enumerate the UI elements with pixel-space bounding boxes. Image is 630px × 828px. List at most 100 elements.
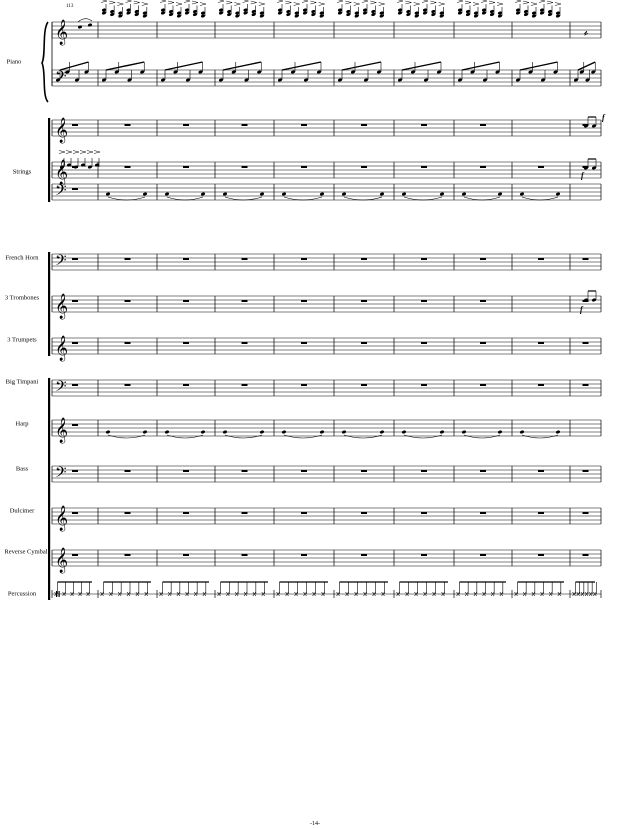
note-head [470, 70, 475, 74]
beam [461, 61, 500, 71]
staff-lines [52, 21, 601, 595]
tie [343, 434, 383, 439]
beam [164, 61, 203, 71]
note-head [302, 8, 308, 12]
note-head [591, 166, 597, 170]
note-head [173, 70, 178, 74]
accent-mark [58, 150, 66, 154]
piano-brace [41, 21, 49, 103]
perc-note [62, 591, 66, 597]
label-bass: Bass [15, 465, 29, 473]
note-head [397, 8, 403, 12]
perc-note [78, 591, 82, 597]
whole-rest [241, 166, 248, 168]
whole-rest [480, 384, 486, 386]
perc-note [294, 591, 298, 597]
half-note [519, 430, 525, 434]
label-reverse-cymbal: Reverse Cymbal [4, 548, 48, 556]
whole-rest [72, 512, 78, 514]
whole-rest [241, 384, 248, 386]
beam [519, 61, 558, 71]
accent-mark [405, 0, 412, 5]
tie [224, 196, 263, 201]
half-note [222, 192, 228, 196]
note-head [235, 11, 240, 15]
perc-note [252, 591, 257, 597]
note-head [422, 11, 428, 15]
perc-note [464, 591, 469, 597]
whole-rest [361, 470, 367, 472]
whole-rest [124, 166, 131, 168]
label-timpani: Big Timpani [5, 378, 39, 386]
whole-rest [183, 470, 189, 472]
note-head [142, 11, 147, 15]
note-head [397, 11, 403, 15]
accent-mark [378, 2, 385, 6]
accent-mark [522, 0, 530, 5]
treble-clef: 𝄞 [55, 417, 68, 443]
note-head [406, 12, 411, 17]
whole-rest [72, 384, 78, 386]
accent-mark [250, 0, 257, 5]
whole-rest [241, 258, 248, 260]
note-head [531, 14, 537, 18]
note-head [371, 9, 376, 14]
perc-note [70, 591, 74, 597]
note-head [436, 70, 442, 74]
half-note [281, 430, 287, 434]
half-note [200, 430, 206, 434]
whole-rest [124, 124, 131, 126]
perc-note [572, 591, 576, 597]
accent-mark [109, 0, 116, 5]
note-head [259, 14, 264, 18]
note-head [277, 8, 283, 12]
perc-note [303, 591, 307, 597]
note-head [118, 14, 123, 18]
whole-rest [72, 424, 78, 426]
note-head [539, 8, 545, 12]
perc-note [54, 591, 58, 597]
note-head [319, 14, 324, 18]
bass-clef: 𝄢 [55, 464, 67, 485]
accent-mark [530, 2, 538, 6]
bass-clef: 𝄢 [55, 378, 67, 399]
note-head [481, 11, 487, 15]
whole-rest [301, 554, 307, 556]
note-head [337, 78, 343, 82]
whole-rest [480, 124, 486, 126]
note-head [200, 14, 206, 18]
accent-mark [65, 150, 73, 154]
note-head [303, 78, 309, 82]
accent-mark [353, 2, 360, 6]
whole-rest [421, 300, 427, 302]
note-head [406, 9, 411, 14]
note-head [126, 8, 131, 12]
clefs: 𝄞𝄢𝄞𝄞𝄢𝄢𝄞𝄞𝄢𝄞𝄢𝄞𝄞 [55, 19, 68, 597]
accent-mark [175, 2, 183, 6]
perc-note [144, 591, 148, 597]
whole-rest [124, 258, 131, 260]
note-head [583, 124, 589, 128]
perc-note [499, 591, 504, 597]
accent-mark [554, 2, 562, 6]
perc-note [588, 591, 593, 597]
tie [403, 434, 443, 439]
note-head [294, 11, 299, 15]
note-head [540, 78, 546, 82]
half-note [105, 430, 111, 434]
note-head [126, 11, 131, 15]
note-head [573, 78, 579, 82]
whole-rest [538, 384, 544, 386]
note-head [439, 14, 444, 18]
whole-rest [183, 166, 189, 168]
note-head [55, 78, 61, 82]
whole-rest [538, 554, 544, 556]
accent-mark [117, 2, 124, 6]
note-head [585, 78, 590, 82]
note-head [77, 25, 83, 29]
whole-rest [183, 342, 189, 344]
half-note [555, 430, 561, 434]
label-strings: Strings [12, 168, 32, 176]
perc-note [261, 591, 265, 597]
whole-rest [72, 554, 78, 556]
